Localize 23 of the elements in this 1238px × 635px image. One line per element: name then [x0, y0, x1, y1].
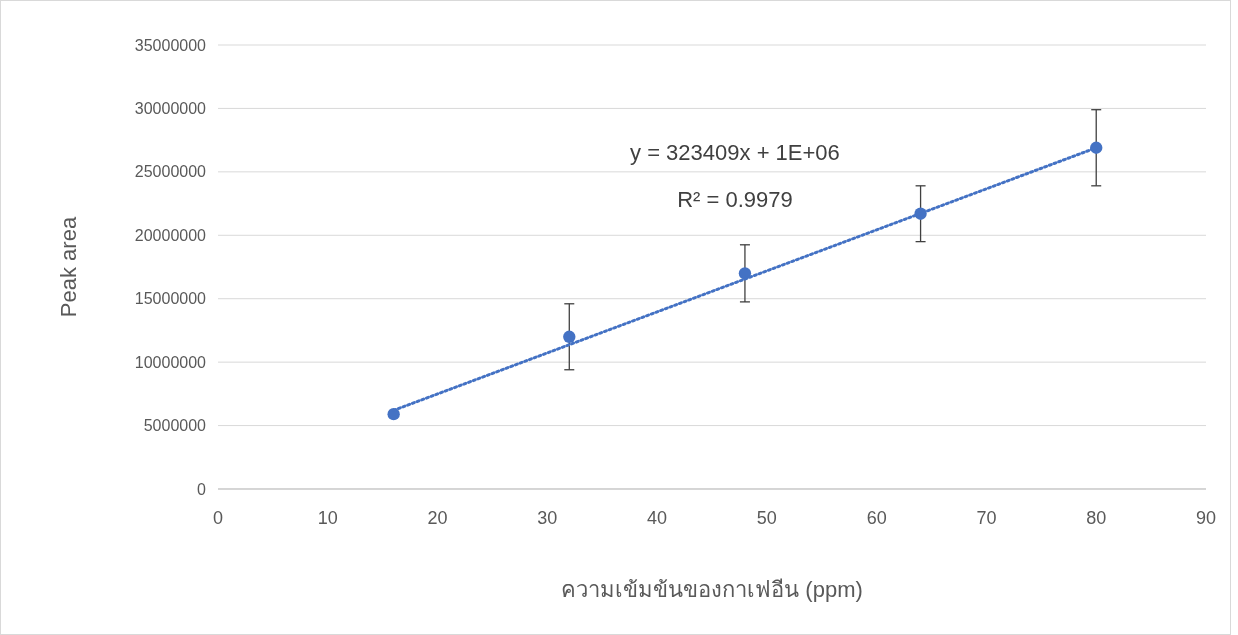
y-tick-label: 25000000: [134, 163, 207, 181]
point: [563, 330, 576, 343]
x-tick-label: 60: [866, 508, 887, 528]
y-axis-title: Peak area: [56, 216, 81, 318]
x-tick-label: 90: [1195, 508, 1217, 528]
x-tick-label: 70: [976, 508, 997, 528]
annotation: R² = 0.9979: [677, 187, 793, 212]
x-tick-label: 0: [212, 508, 224, 528]
x-tick-label: 20: [427, 508, 448, 528]
x-tick-label: 30: [537, 508, 558, 528]
y-tick-label: 35000000: [134, 36, 207, 54]
x-axis-title: ความเข้มข้นของกาเฟอีน (ppm): [561, 577, 863, 602]
annotation: y = 323409x + 1E+06: [630, 140, 840, 165]
x-tick-label: 80: [1086, 508, 1107, 528]
x-tick-label: 10: [317, 508, 338, 528]
x-tick-label: 50: [756, 508, 777, 528]
y-tick-label: 30000000: [134, 100, 207, 118]
y-tick-label: 10000000: [134, 353, 207, 371]
x-tick-label: 40: [647, 508, 668, 528]
y-tick-label: 5000000: [143, 417, 207, 435]
y-tick-label: 0: [197, 480, 207, 498]
y-tick-label: 20000000: [134, 226, 207, 244]
y-tick-label: 15000000: [134, 290, 207, 308]
